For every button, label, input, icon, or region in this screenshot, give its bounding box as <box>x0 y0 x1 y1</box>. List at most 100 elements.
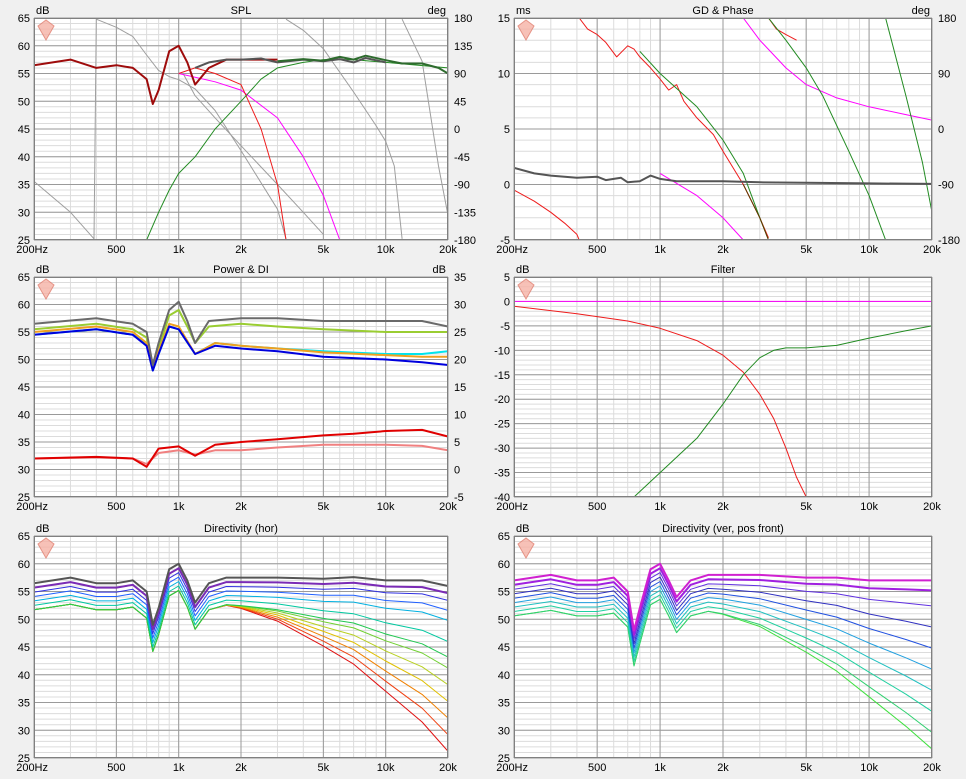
y-tick-label: 30 <box>498 725 510 737</box>
y2-tick-label: 10 <box>454 410 466 422</box>
panel-spl: SPL dB deg 25 30 35 40 45 50 55 60 65 -180 -135 -90 -45… <box>16 5 476 256</box>
y-tick-label: -15 <box>494 370 510 382</box>
x-tick-label: 20k <box>923 244 941 256</box>
y2-tick-label: 180 <box>938 13 956 25</box>
y-tick-label: 5 <box>504 272 510 284</box>
y-tick-label: 50 <box>18 614 30 626</box>
y-unit-label: dB <box>36 5 49 17</box>
y-tick-label: 0 <box>504 180 510 192</box>
y-tick-label: 50 <box>498 614 510 626</box>
y-tick-label: -30 <box>494 443 510 455</box>
y2-tick-label: 35 <box>454 272 466 284</box>
x-tick-label: 5k <box>318 501 330 513</box>
y2-tick-label: 5 <box>454 437 460 449</box>
x-tick-label: 2k <box>717 244 729 256</box>
y2-unit-label: dB <box>433 264 446 276</box>
plot-border <box>34 277 448 497</box>
x-tick-label: 200Hz <box>16 762 48 774</box>
series-dir_ver-7 <box>514 594 932 712</box>
x-tick-label: 20k <box>439 501 457 513</box>
x-tick-label: 200Hz <box>16 501 48 513</box>
series-group <box>514 300 932 497</box>
series-spl-5 <box>34 44 278 105</box>
x-tick-label: 5k <box>800 244 812 256</box>
series-filter-1 <box>514 305 807 497</box>
x-tick-label: 500 <box>588 244 606 256</box>
y-tick-label: 65 <box>498 531 510 543</box>
y-tick-label: 10 <box>498 69 510 81</box>
series-dir_hor-6 <box>34 589 448 658</box>
y-tick-label: 35 <box>18 698 30 710</box>
y-tick-label: 45 <box>498 642 510 654</box>
x-tick-label: 2k <box>717 762 729 774</box>
x-tick-label: 10k <box>860 762 878 774</box>
series-power-5 <box>34 325 448 372</box>
plot-border <box>514 18 932 240</box>
x-tick-label: 5k <box>800 762 812 774</box>
panel-filter: Filter dB -40 -35 -30 -25 -20 -15 -10 -5 0 5 200Hz 50… <box>494 264 941 513</box>
y-unit-label: ms <box>516 5 531 17</box>
series-spl-0 <box>34 18 448 240</box>
series-dir_ver-6 <box>514 589 932 691</box>
y2-tick-label: -135 <box>454 207 476 219</box>
y-tick-label: 5 <box>504 124 510 136</box>
y-tick-label: 40 <box>18 410 30 422</box>
y-tick-label: 65 <box>18 272 30 284</box>
chart-title: GD & Phase <box>692 5 753 17</box>
y-tick-label: -25 <box>494 419 510 431</box>
series-group <box>34 300 448 468</box>
series-spl-1 <box>182 73 324 235</box>
y-tick-label: 55 <box>18 327 30 339</box>
y2-tick-label: 20 <box>454 355 466 367</box>
y-tick-label: -5 <box>500 321 510 333</box>
x-tick-label: 200Hz <box>496 244 528 256</box>
series-filter-2 <box>633 325 932 497</box>
chart-title: Directivity (ver, pos front) <box>662 523 784 535</box>
y-tick-label: 25 <box>18 753 30 765</box>
series-spl-2 <box>178 73 341 240</box>
y-tick-label: 60 <box>498 559 510 571</box>
y-tick-label: 40 <box>18 670 30 682</box>
x-tick-label: 1k <box>173 501 185 513</box>
y2-tick-label: -90 <box>938 180 954 192</box>
y2-tick-label: 0 <box>454 124 460 136</box>
y-tick-label: 55 <box>18 587 30 599</box>
y2-tick-label: -5 <box>454 492 464 504</box>
logo-icon <box>517 19 535 42</box>
x-tick-label: 200Hz <box>16 244 48 256</box>
series-dir_ver-2 <box>514 572 932 640</box>
series-dir_hor-3 <box>34 576 448 639</box>
y2-tick-label: 135 <box>454 41 472 53</box>
chart-title: SPL <box>231 5 252 17</box>
x-tick-label: 1k <box>173 244 185 256</box>
y-tick-label: -10 <box>494 345 510 357</box>
y-tick-label: 55 <box>498 587 510 599</box>
chart-title: Filter <box>711 264 736 276</box>
y-tick-label: 50 <box>18 355 30 367</box>
gridlines <box>513 17 933 241</box>
logo-icon <box>37 537 55 560</box>
y2-tick-label: 15 <box>454 382 466 394</box>
series-dir_ver-3 <box>514 576 932 645</box>
y-tick-label: 60 <box>18 300 30 312</box>
series-dir_ver-0 <box>514 562 932 632</box>
y-tick-label: -20 <box>494 394 510 406</box>
x-tick-label: 5k <box>800 501 812 513</box>
y-unit-label: dB <box>36 264 49 276</box>
y-tick-label: 55 <box>18 69 30 81</box>
series-dir_hor-4 <box>34 581 448 644</box>
y2-unit-label: deg <box>428 5 446 17</box>
series-group <box>34 562 448 752</box>
y2-tick-label: -90 <box>454 180 470 192</box>
x-tick-label: 200Hz <box>496 762 528 774</box>
x-tick-label: 10k <box>377 501 395 513</box>
x-tick-label: 2k <box>717 501 729 513</box>
y2-tick-label: 0 <box>938 124 944 136</box>
x-tick-label: 200Hz <box>496 501 528 513</box>
x-tick-label: 1k <box>173 762 185 774</box>
y2-tick-label: 180 <box>454 13 472 25</box>
y2-tick-label: -180 <box>938 235 960 247</box>
x-tick-label: 500 <box>107 762 125 774</box>
series-dir_ver-5 <box>514 585 932 670</box>
